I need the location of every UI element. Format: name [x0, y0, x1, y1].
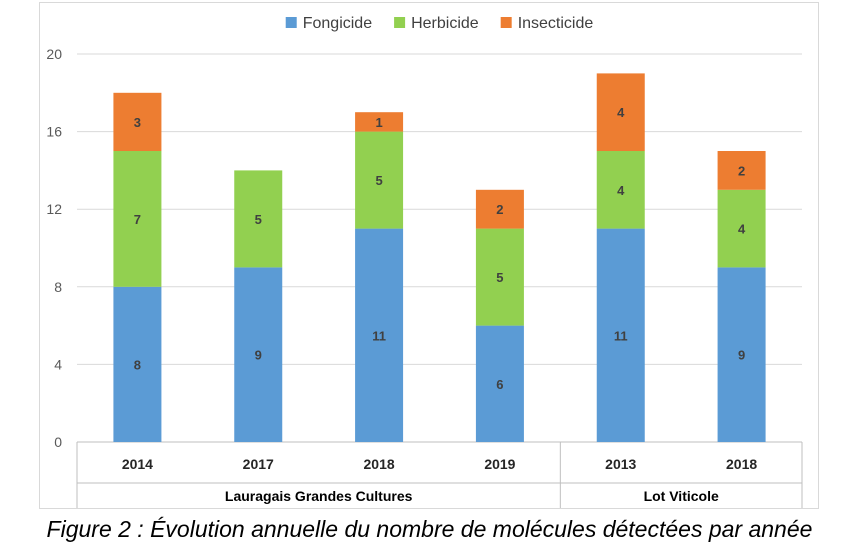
data-label: 5	[496, 270, 503, 285]
x-tick-label: 2019	[484, 456, 515, 472]
data-label: 8	[134, 357, 141, 372]
figure-caption: Figure 2 : Évolution annuelle du nombre …	[46, 516, 813, 542]
bar-insecticide	[596, 73, 645, 151]
data-label: 6	[496, 377, 503, 392]
x-tick-label: 2017	[243, 456, 274, 472]
data-label: 2	[738, 163, 745, 178]
stacked-bar-chart: Fongicide Herbicide Insecticide 048121620 …	[46, 15, 803, 508]
group-label: Lauragais Grandes Cultures	[225, 488, 413, 504]
legend-label: Insecticide	[518, 15, 594, 32]
bar-herbicide	[355, 131, 404, 229]
bar-herbicide	[596, 151, 645, 229]
y-tick-label: 12	[46, 201, 62, 217]
data-label: 5	[375, 173, 382, 188]
y-axis: 0 4 8 12 16 20	[46, 46, 62, 450]
bar-fongicide	[355, 228, 404, 442]
legend-swatch	[394, 17, 406, 28]
x-tick-label: 2014	[122, 456, 153, 472]
bar-insecticide	[113, 92, 162, 151]
bar-herbicide	[717, 189, 766, 268]
legend-label: Herbicide	[411, 15, 479, 32]
group-label: Lot Viticole	[644, 488, 719, 504]
legend-swatch	[285, 17, 297, 28]
data-label: 9	[255, 348, 262, 363]
y-tick-label: 20	[46, 46, 62, 62]
bar-herbicide	[113, 151, 162, 287]
bar-fongicide	[717, 267, 766, 442]
y-tick-label: 8	[54, 279, 62, 295]
legend-swatch	[500, 17, 512, 28]
bars: 8 7 3 9 5 11 5 1 6 5 2 11 4 4 9 4 2	[113, 73, 766, 442]
data-label: 4	[617, 183, 625, 198]
bar-insecticide	[355, 112, 404, 132]
bar-fongicide	[596, 228, 645, 442]
bar-fongicide	[475, 325, 524, 442]
data-label: 4	[617, 105, 625, 120]
bar-fongicide	[234, 267, 283, 442]
x-tick-label: 2018	[726, 456, 757, 472]
y-tick-label: 4	[54, 356, 62, 372]
legend-label: Fongicide	[303, 15, 372, 32]
data-label: 4	[738, 222, 746, 237]
y-tick-label: 16	[46, 124, 62, 140]
bar-fongicide	[113, 286, 162, 442]
data-label: 11	[372, 328, 386, 343]
data-label: 2	[496, 202, 503, 217]
chart-frame	[39, 2, 819, 509]
y-tick-label: 0	[54, 434, 62, 450]
data-label: 7	[134, 212, 141, 227]
data-label: 3	[134, 115, 141, 130]
bar-herbicide	[475, 228, 524, 326]
data-label: 9	[738, 348, 745, 363]
bar-insecticide	[475, 189, 524, 229]
x-tick-label: 2013	[605, 456, 636, 472]
bar-insecticide	[717, 151, 766, 190]
data-label: 5	[255, 212, 262, 227]
gridlines	[77, 53, 802, 443]
bar-herbicide	[234, 170, 283, 268]
data-label: 11	[614, 328, 628, 343]
x-axis: 2014 2017 2018 2019 2013 2018 Lauragais Grande…	[76, 442, 803, 508]
data-label: 1	[375, 115, 382, 130]
legend: Fongicide Herbicide Insecticide	[285, 15, 594, 32]
x-tick-label: 2018	[364, 456, 395, 472]
